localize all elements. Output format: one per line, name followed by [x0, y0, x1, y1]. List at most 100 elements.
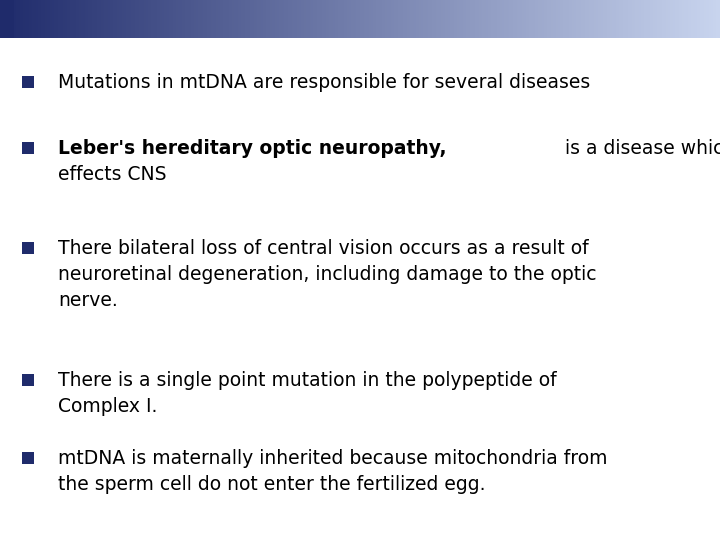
Bar [527, 0, 529, 38]
Bar [90, 0, 92, 38]
Bar [549, 0, 551, 38]
Bar [486, 0, 488, 38]
Bar [266, 0, 268, 38]
Bar [432, 0, 433, 38]
Bar [671, 0, 673, 38]
Bar [126, 0, 128, 38]
Bar [517, 0, 518, 38]
Bar [601, 0, 603, 38]
Bar [572, 0, 575, 38]
Bar [36, 0, 37, 38]
Bar [657, 0, 659, 38]
Bar [169, 0, 171, 38]
Bar [691, 0, 693, 38]
Bar [16, 0, 18, 38]
Bar [138, 0, 140, 38]
Bar [4, 0, 6, 38]
Bar [556, 0, 558, 38]
Bar [697, 0, 698, 38]
Bar [20, 0, 22, 38]
Bar [369, 0, 371, 38]
Bar [274, 0, 275, 38]
Bar [482, 0, 484, 38]
Bar [461, 0, 462, 38]
Bar [683, 0, 684, 38]
Text: There bilateral loss of central vision occurs as a result of: There bilateral loss of central vision o… [58, 239, 589, 258]
Bar [436, 0, 438, 38]
Bar [709, 0, 711, 38]
Bar [475, 0, 477, 38]
Bar [635, 0, 637, 38]
Bar [22, 242, 34, 254]
Bar [385, 0, 387, 38]
Bar [32, 0, 35, 38]
Bar [150, 0, 151, 38]
Bar [289, 0, 292, 38]
Bar [618, 0, 619, 38]
Bar [349, 0, 351, 38]
Bar [503, 0, 504, 38]
Bar [575, 0, 576, 38]
Bar [78, 0, 79, 38]
Bar [160, 0, 162, 38]
Bar [238, 0, 239, 38]
Bar [403, 0, 405, 38]
Bar [364, 0, 365, 38]
Bar [593, 0, 594, 38]
Bar [25, 0, 27, 38]
Bar [619, 0, 621, 38]
Bar [390, 0, 392, 38]
Bar [319, 0, 320, 38]
Bar [558, 0, 560, 38]
Bar [382, 0, 383, 38]
Bar [58, 0, 60, 38]
Bar [677, 0, 679, 38]
Bar [22, 452, 34, 464]
Bar [356, 0, 359, 38]
Bar [158, 0, 160, 38]
Bar [560, 0, 562, 38]
Bar [524, 0, 526, 38]
Bar [508, 0, 510, 38]
Bar [504, 0, 505, 38]
Bar [117, 0, 119, 38]
Bar [505, 0, 508, 38]
Bar [216, 0, 217, 38]
Bar [680, 0, 683, 38]
Bar [325, 0, 328, 38]
Bar [119, 0, 121, 38]
Bar [223, 0, 225, 38]
Bar [196, 0, 198, 38]
Bar [86, 0, 89, 38]
Bar [261, 0, 263, 38]
Bar [569, 0, 571, 38]
Bar [128, 0, 130, 38]
Bar [145, 0, 148, 38]
Bar [66, 0, 68, 38]
Bar [308, 0, 310, 38]
Bar [333, 0, 335, 38]
Bar [166, 0, 167, 38]
Bar [186, 0, 187, 38]
Bar [539, 0, 540, 38]
Bar [580, 0, 582, 38]
Bar [23, 0, 25, 38]
Bar [400, 0, 402, 38]
Bar [99, 0, 101, 38]
Bar [42, 0, 43, 38]
Bar [174, 0, 176, 38]
Bar [614, 0, 616, 38]
Bar [405, 0, 407, 38]
Bar [328, 0, 330, 38]
Bar [443, 0, 445, 38]
Bar [0, 0, 14, 38]
Bar [695, 0, 697, 38]
Bar [410, 0, 412, 38]
Bar [79, 0, 81, 38]
Bar [114, 0, 115, 38]
Bar [407, 0, 409, 38]
Bar [209, 0, 210, 38]
Bar [554, 0, 556, 38]
Bar [387, 0, 389, 38]
Bar [541, 0, 544, 38]
